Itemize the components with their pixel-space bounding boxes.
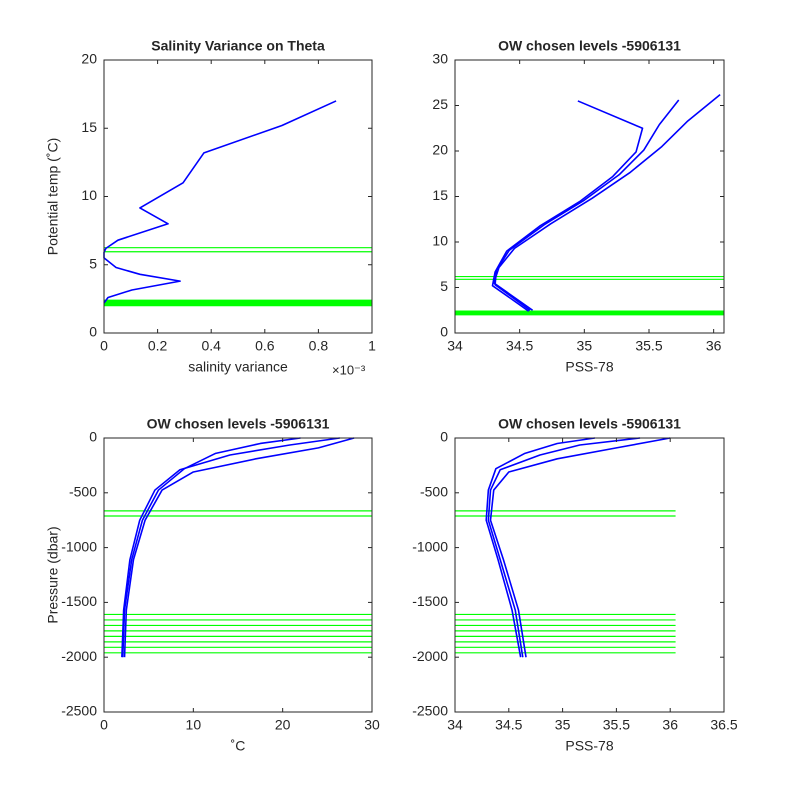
y-tick-label: -2000 xyxy=(412,648,448,664)
x-tick-label: 36 xyxy=(706,338,722,354)
y-tick-label: -1000 xyxy=(412,538,448,554)
x-tick-label: 0.4 xyxy=(201,338,221,354)
x-tick-label: 1 xyxy=(368,338,376,354)
x-tick-label: 0.6 xyxy=(255,338,275,354)
x-axis-label: ˚C xyxy=(231,738,246,754)
y-tick-label: 15 xyxy=(81,119,97,135)
y-tick-label: -500 xyxy=(69,484,97,500)
x-tick-label: 0.8 xyxy=(309,338,329,354)
y-axis-label: Pressure (dbar) xyxy=(45,526,61,623)
x-tick-label: 35.5 xyxy=(603,717,630,733)
profile-line xyxy=(489,437,671,658)
y-tick-label: 25 xyxy=(432,96,448,112)
x-tick-label: 10 xyxy=(186,717,202,733)
y-tick-label: 10 xyxy=(81,187,97,203)
x-tick-label: 34.5 xyxy=(506,338,533,354)
x-tick-label: 34 xyxy=(447,717,463,733)
y-tick-label: -2500 xyxy=(61,703,97,719)
x-tick-label: 35.5 xyxy=(635,338,662,354)
chart-title: OW chosen levels -5906131 xyxy=(498,38,681,54)
profile-line xyxy=(491,100,644,312)
y-tick-label: -1500 xyxy=(61,593,97,609)
x-tick-label: 34.5 xyxy=(495,717,522,733)
y-tick-label: 0 xyxy=(440,324,448,340)
x-tick-label: 34 xyxy=(447,338,463,354)
y-tick-label: -1500 xyxy=(412,593,448,609)
x-axis-label: PSS-78 xyxy=(565,738,613,754)
x-tick-label: 0.2 xyxy=(148,338,168,354)
y-tick-label: 10 xyxy=(432,233,448,249)
profile-line xyxy=(121,437,340,658)
profile-line xyxy=(123,437,355,658)
y-tick-label: -1000 xyxy=(61,538,97,554)
y-tick-label: 5 xyxy=(89,255,97,271)
chart-title: OW chosen levels -5906131 xyxy=(498,416,681,432)
y-tick-label: -2000 xyxy=(61,648,97,664)
profile-line xyxy=(487,437,641,658)
axes-box xyxy=(454,437,725,713)
y-tick-label: 30 xyxy=(432,51,448,67)
x-tick-label: 35 xyxy=(555,717,571,733)
y-tick-label: 15 xyxy=(432,187,448,203)
x-tick-label: 0 xyxy=(100,338,108,354)
axes-box xyxy=(103,59,373,334)
axes-box xyxy=(103,437,373,713)
x-tick-label: 36 xyxy=(662,717,678,733)
y-tick-label: 5 xyxy=(440,278,448,294)
y-axis-label: Potential temp (˚C) xyxy=(45,138,61,255)
profile-line xyxy=(121,437,301,658)
y-tick-label: -2500 xyxy=(412,703,448,719)
y-tick-label: 20 xyxy=(432,142,448,158)
x-tick-label: 0 xyxy=(100,717,108,733)
x-tick-label: 30 xyxy=(364,717,380,733)
y-tick-label: -500 xyxy=(420,484,448,500)
x-tick-label: 36.5 xyxy=(710,717,737,733)
y-tick-label: 0 xyxy=(440,429,448,445)
chart-title: Salinity Variance on Theta xyxy=(151,38,325,54)
x-tick-label: 35 xyxy=(577,338,593,354)
y-tick-label: 0 xyxy=(89,429,97,445)
y-tick-label: 0 xyxy=(89,324,97,340)
profile-line xyxy=(103,100,337,304)
x-multiplier: ×10⁻³ xyxy=(332,362,366,377)
x-axis-label: salinity variance xyxy=(188,359,288,375)
y-tick-label: 20 xyxy=(81,51,97,67)
x-tick-label: 20 xyxy=(275,717,291,733)
x-axis-label: PSS-78 xyxy=(565,359,613,375)
chart-title: OW chosen levels -5906131 xyxy=(147,416,330,432)
profile-line xyxy=(492,93,721,311)
profile-line xyxy=(485,437,595,658)
